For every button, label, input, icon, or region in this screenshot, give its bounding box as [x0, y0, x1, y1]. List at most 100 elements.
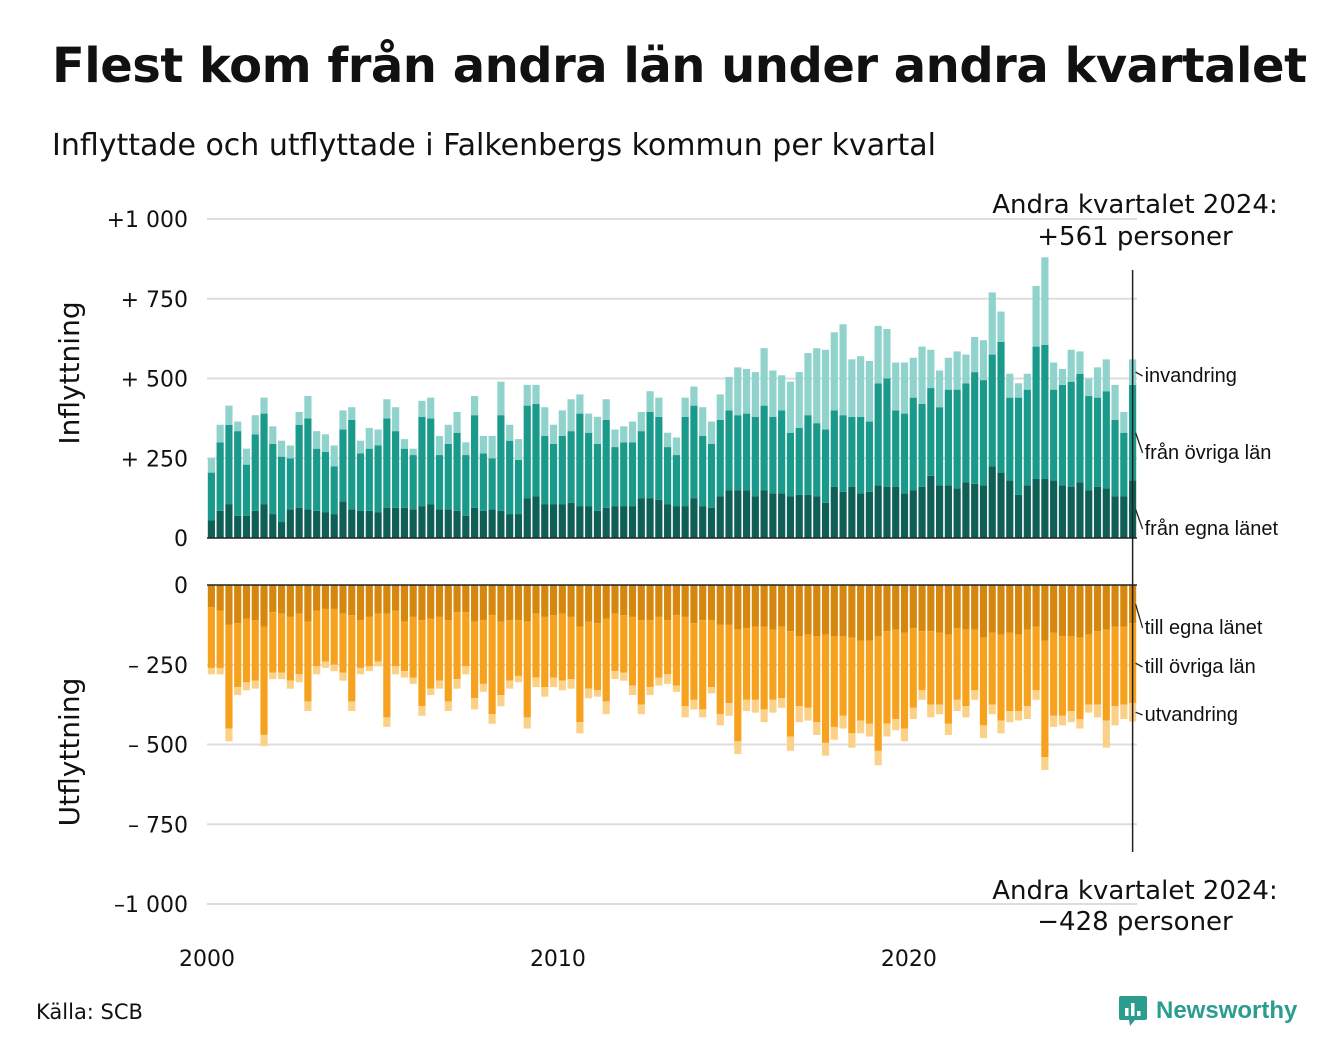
bar-utflyttning — [962, 706, 970, 718]
bar-inflyttning — [681, 416, 689, 507]
bar-inflyttning — [848, 359, 856, 417]
bar-inflyttning — [383, 399, 391, 419]
bar-utflyttning — [225, 585, 233, 625]
bar-inflyttning — [304, 418, 312, 510]
bar-utflyttning — [760, 626, 768, 710]
bar-inflyttning — [611, 447, 619, 507]
ytick-top-label: + 250 — [121, 447, 188, 472]
bar-utflyttning — [883, 631, 891, 724]
bar-utflyttning — [1067, 636, 1075, 712]
bar-utflyttning — [786, 585, 795, 632]
bar-inflyttning — [1076, 351, 1084, 374]
bar-inflyttning — [997, 341, 1005, 473]
bar-utflyttning — [251, 585, 259, 621]
bar-inflyttning — [953, 488, 961, 539]
bar-utflyttning — [909, 585, 917, 629]
bar-inflyttning — [339, 410, 347, 430]
bar-inflyttning — [567, 502, 575, 538]
bar-inflyttning — [821, 502, 830, 538]
label-till-ovriga-lan: till övriga län — [1145, 656, 1256, 678]
bar-inflyttning — [1006, 480, 1014, 538]
bar-inflyttning — [251, 415, 259, 435]
bar-utflyttning — [865, 640, 873, 724]
bar-inflyttning — [795, 372, 803, 428]
bar-utflyttning — [1085, 634, 1093, 705]
bar-utflyttning — [471, 621, 479, 699]
bar-inflyttning — [313, 510, 321, 538]
bar-utflyttning — [795, 706, 803, 723]
bar-utflyttning — [365, 616, 373, 667]
bar-inflyttning — [295, 424, 303, 508]
bar-utflyttning — [269, 612, 277, 673]
bar-utflyttning — [585, 621, 593, 689]
bar-inflyttning — [778, 493, 786, 538]
bar-inflyttning — [927, 475, 935, 538]
bar-utflyttning — [234, 585, 242, 624]
bar-utflyttning — [558, 680, 566, 691]
bar-utflyttning — [541, 616, 549, 688]
bar-utflyttning — [567, 679, 575, 689]
bar-inflyttning — [523, 405, 531, 499]
bar-utflyttning — [277, 585, 286, 614]
bar-inflyttning — [523, 384, 531, 406]
bar-inflyttning — [883, 378, 891, 487]
bar-inflyttning — [269, 426, 277, 444]
brand-name: Newsworthy — [1156, 997, 1298, 1024]
bar-inflyttning — [707, 421, 716, 444]
bar-inflyttning — [506, 440, 514, 515]
bar-utflyttning — [541, 585, 549, 617]
bar-inflyttning — [795, 427, 803, 495]
bar-utflyttning — [795, 585, 803, 637]
bar-utflyttning — [725, 585, 733, 625]
bar-utflyttning — [321, 585, 330, 609]
bar-inflyttning — [821, 349, 830, 430]
bar-utflyttning — [549, 677, 558, 688]
bar-utflyttning — [365, 666, 373, 672]
bar-inflyttning — [1076, 373, 1084, 483]
bar-utflyttning — [514, 585, 523, 621]
bar-utflyttning — [611, 671, 619, 680]
bar-inflyttning — [830, 410, 838, 487]
bar-inflyttning — [497, 510, 505, 538]
bar-inflyttning — [514, 459, 523, 515]
bar-inflyttning — [769, 493, 777, 538]
bar-inflyttning — [374, 445, 382, 513]
bar-utflyttning — [444, 585, 452, 621]
brand-logo[interactable]: Newsworthy — [1118, 994, 1297, 1028]
bar-inflyttning — [1085, 490, 1093, 538]
bar-inflyttning — [330, 445, 338, 467]
bar-inflyttning — [444, 443, 452, 510]
bar-inflyttning — [769, 370, 777, 417]
chart-subtitle: Inflyttade och utflyttade i Falkenbergs … — [52, 128, 936, 163]
bar-utflyttning — [488, 615, 496, 715]
bar-utflyttning — [865, 585, 873, 641]
bar-inflyttning — [1023, 373, 1031, 390]
bar-utflyttning — [497, 585, 505, 622]
newsworthy-logo-icon — [1119, 996, 1147, 1026]
bar-utflyttning — [339, 672, 347, 681]
bar-utflyttning — [672, 615, 680, 686]
ytick-bottom-label: 0 — [174, 574, 188, 599]
bar-utflyttning — [962, 629, 970, 707]
bar-utflyttning — [1050, 632, 1058, 716]
label-till-egna-lanet: till egna länet — [1145, 617, 1263, 639]
bar-inflyttning — [900, 362, 909, 414]
bar-inflyttning — [295, 507, 303, 538]
bar-inflyttning — [848, 416, 856, 487]
bar-utflyttning — [716, 585, 724, 625]
ytick-top-label: 0 — [174, 527, 188, 552]
bar-utflyttning — [883, 723, 891, 737]
bar-inflyttning — [225, 405, 233, 425]
bar-inflyttning — [936, 370, 944, 408]
bar-utflyttning — [804, 634, 812, 708]
bar-utflyttning — [874, 585, 882, 637]
bar-inflyttning — [1102, 488, 1110, 539]
bar-inflyttning — [479, 435, 487, 454]
bar-utflyttning — [1014, 711, 1023, 721]
bar-utflyttning — [462, 612, 470, 667]
bar-inflyttning — [1006, 373, 1014, 398]
bar-inflyttning — [988, 292, 996, 355]
bar-inflyttning — [602, 399, 610, 420]
bar-inflyttning — [514, 439, 523, 460]
bar-utflyttning — [804, 707, 812, 721]
